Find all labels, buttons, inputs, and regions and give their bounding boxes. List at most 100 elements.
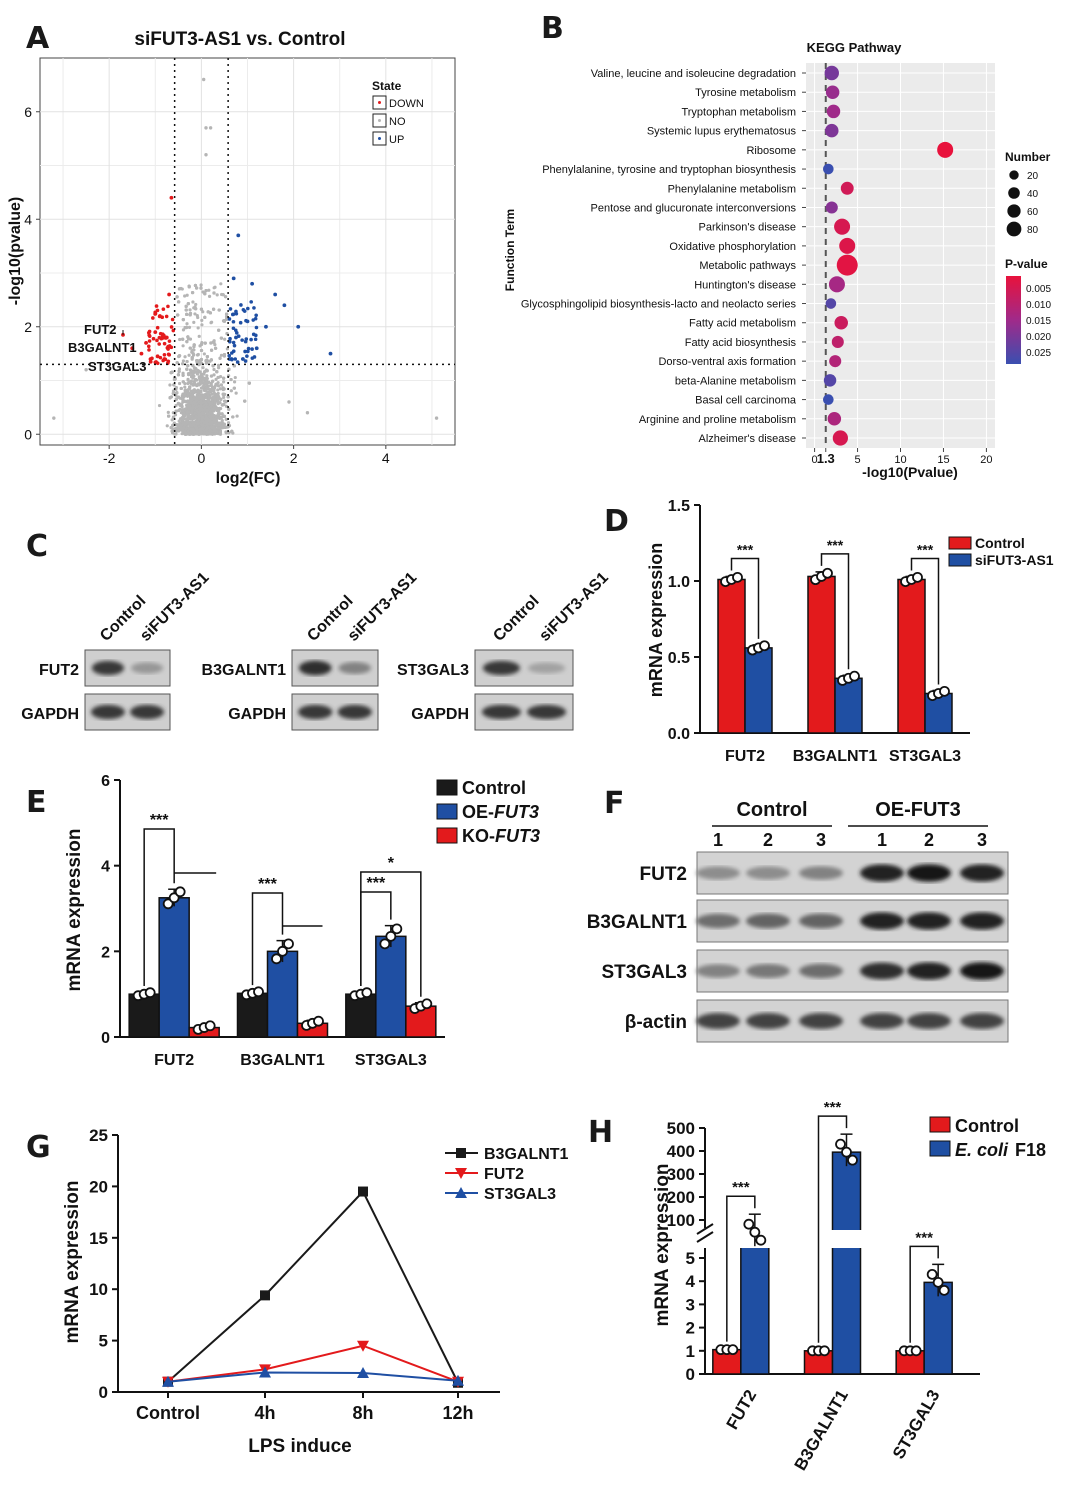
up-point (253, 316, 258, 321)
volcano-plot: -2 0 2 4 0 2 4 6 siFUT3-AS1 vs. Control log2(FC) -… (7, 29, 456, 487)
gray-point (192, 348, 196, 352)
y-axis-label: mRNA expression (64, 829, 85, 992)
kegg-dot (823, 163, 834, 175)
category-label: FUT2 (725, 748, 765, 765)
gray-point (232, 380, 237, 384)
blot-band (298, 660, 332, 676)
legend-entry: Control (462, 778, 526, 798)
gray-point (196, 382, 200, 386)
bar (744, 647, 773, 734)
term-label: Pentose and glucuronate interconversions (591, 202, 797, 214)
down-point (161, 307, 166, 311)
gray-point (177, 300, 181, 304)
gray-point (182, 411, 186, 415)
color-legend-label: 0.025 (1026, 348, 1051, 359)
x-tick-label: Control (136, 1403, 200, 1423)
term-label: Parkinson's disease (699, 222, 797, 234)
kegg-dot (825, 123, 839, 138)
data-point (755, 1234, 767, 1246)
gray-point (206, 310, 210, 314)
down-point (155, 354, 160, 359)
blot-band (907, 912, 951, 930)
gray-point (218, 430, 222, 434)
gray-point (184, 426, 188, 431)
significance-label: *** (732, 1179, 750, 1196)
blot-row-label: B3GALNT1 (202, 662, 287, 679)
y-tick-label: 0.5 (668, 650, 690, 667)
gray-point (199, 400, 203, 404)
term-label: Basal cell carcinoma (695, 395, 797, 407)
gray-point (187, 431, 191, 436)
gray-point (218, 416, 222, 420)
gray-point (243, 399, 247, 403)
panel-label-C: C (26, 529, 48, 564)
color-legend-bar (1006, 276, 1021, 364)
down-point (147, 348, 151, 352)
up-point (239, 303, 243, 307)
gray-point (197, 334, 201, 338)
up-point (249, 337, 253, 342)
kegg-dot (829, 355, 842, 368)
gray-point (210, 420, 214, 424)
color-legend-label: 0.010 (1026, 300, 1051, 311)
x-tick-label: 5 (854, 454, 860, 466)
term-label: Valine, leucine and isoleucine degradati… (591, 68, 796, 80)
legend-entry: KO-FUT3 (462, 826, 540, 846)
gray-point (192, 390, 196, 394)
up-point (243, 349, 247, 354)
blot-group-label: Control (736, 799, 807, 821)
term-label: Arginine and proline metabolism (639, 414, 796, 426)
gray-point (224, 431, 228, 435)
panel-label-B: B (541, 11, 564, 46)
gray-point (216, 375, 220, 380)
gray-point (209, 358, 213, 362)
gray-point (211, 364, 215, 368)
legend-entry: ST3GAL3 (484, 1186, 556, 1203)
down-point (153, 312, 157, 316)
gray-point (229, 389, 233, 393)
kegg-dot (834, 218, 851, 235)
gray-point (206, 407, 211, 411)
gray-point (186, 337, 191, 341)
data-point (847, 1154, 858, 1166)
blot-band (527, 662, 566, 674)
gray-point (199, 431, 203, 436)
blot-band (746, 964, 790, 978)
x-tick-label: 2 (290, 450, 298, 466)
gray-point (196, 410, 200, 415)
gray-point (202, 352, 206, 356)
y-tick-label: 4 (686, 1272, 696, 1291)
gray-point (204, 430, 209, 435)
data-point (727, 1344, 739, 1356)
panel-label-D: D (604, 504, 629, 539)
gray-point (219, 353, 224, 357)
gray-point (179, 423, 183, 428)
size-legend-label: 80 (1027, 225, 1039, 236)
gray-point (205, 374, 209, 378)
gray-point (205, 369, 209, 373)
gray-point (222, 387, 226, 391)
gray-point (194, 302, 198, 307)
gray-point (200, 318, 204, 322)
up-point (254, 325, 259, 330)
data-point (452, 1374, 464, 1386)
gray-point (222, 395, 226, 399)
gray-point (222, 414, 226, 419)
gray-point (202, 376, 206, 381)
data-point (357, 1340, 369, 1352)
up-point (240, 338, 244, 342)
gray-point (188, 380, 192, 384)
legend-entry: B3GALNT1 (484, 1146, 569, 1163)
blot-band (481, 704, 522, 720)
gray-point (204, 288, 208, 293)
down-point (151, 336, 156, 341)
term-label: Dorso-ventral axis formation (658, 356, 796, 368)
term-label: beta-Alanine metabolism (675, 375, 796, 387)
gray-point (208, 126, 213, 130)
blot-band (696, 1013, 740, 1029)
down-point (147, 339, 152, 343)
gray-point (195, 395, 200, 399)
gray-point (52, 416, 56, 420)
y-axis-label: mRNA expression (62, 1181, 83, 1344)
y-tick-label: 4 (24, 211, 32, 227)
